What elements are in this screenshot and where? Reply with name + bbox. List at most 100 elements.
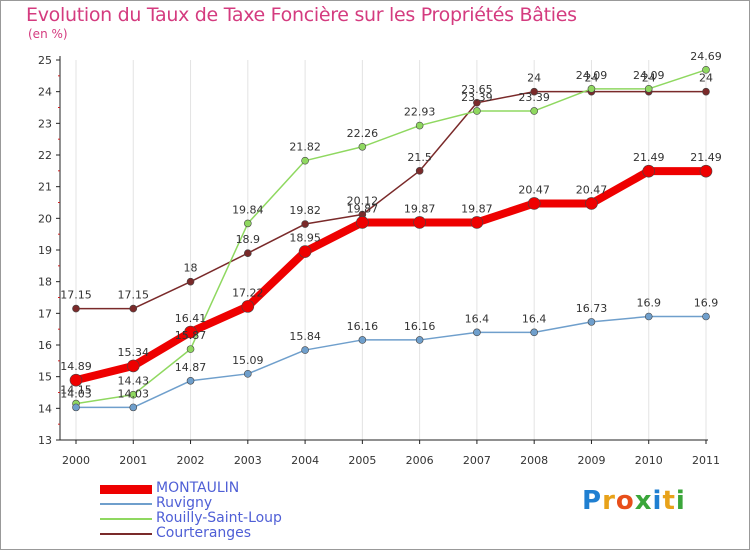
logo-letter: t <box>662 486 676 516</box>
data-label: 16.73 <box>576 302 608 315</box>
data-point <box>699 164 713 178</box>
data-point <box>702 312 710 321</box>
data-point <box>184 325 197 339</box>
data-label: 15.09 <box>232 354 264 367</box>
data-point <box>702 87 710 96</box>
data-point <box>473 107 481 115</box>
data-point <box>702 66 710 74</box>
y-tick-label: 16 <box>38 339 52 352</box>
y-tick-label: 25 <box>38 54 52 67</box>
x-tick-label: 2011 <box>692 454 720 467</box>
data-label: 17.22 <box>232 286 264 299</box>
chart-title: Evolution du Taux de Taxe Foncière sur l… <box>26 4 577 26</box>
data-label: 15.34 <box>118 346 150 359</box>
data-label: 14.15 <box>60 384 92 397</box>
x-tick-label: 2010 <box>635 454 663 467</box>
x-tick-label: 2005 <box>348 454 376 467</box>
y-tick-label: 13 <box>38 434 52 447</box>
data-label: 20.47 <box>576 183 608 196</box>
logo-letter: x <box>634 486 653 516</box>
data-point <box>587 85 596 93</box>
y-tick-label: 22 <box>38 149 52 162</box>
x-tick-label: 2006 <box>406 454 434 467</box>
data-label: 22.93 <box>404 106 436 119</box>
data-point <box>244 249 252 257</box>
data-point <box>530 87 538 96</box>
logo-letter: i <box>675 486 686 516</box>
data-label: 22.26 <box>347 127 379 140</box>
data-point <box>415 336 424 344</box>
data-label: 23.39 <box>461 91 493 104</box>
x-tick-label: 2004 <box>291 454 319 467</box>
series-line <box>75 69 707 405</box>
y-tick-label: 19 <box>38 244 52 257</box>
legend-label: MONTAULIN <box>156 480 240 496</box>
data-point <box>129 403 138 412</box>
y-tick-label: 17 <box>38 307 52 320</box>
data-label: 16.9 <box>636 297 661 310</box>
data-label: 20.47 <box>518 183 550 196</box>
data-label: 16.4 <box>465 312 490 325</box>
x-tick-label: 2003 <box>234 454 262 467</box>
series-line <box>75 315 707 409</box>
data-point <box>129 304 138 313</box>
data-label: 19.82 <box>289 204 321 217</box>
data-point <box>72 304 80 313</box>
data-label: 21.49 <box>690 151 722 164</box>
logo-letter: r <box>602 486 616 516</box>
data-label: 16.16 <box>347 320 379 333</box>
data-point <box>244 370 252 378</box>
logo-letter: o <box>615 486 635 516</box>
series-line <box>75 90 707 310</box>
data-label: 16.41 <box>175 312 207 325</box>
y-tick-label: 23 <box>38 117 52 130</box>
legend-swatch <box>100 484 152 494</box>
data-label: 24.09 <box>633 69 665 82</box>
data-point <box>186 277 195 286</box>
chart-unit-label: (en %) <box>28 27 68 41</box>
data-label: 16.4 <box>522 312 547 325</box>
data-point <box>186 376 195 385</box>
y-tick-label: 20 <box>38 212 52 225</box>
y-tick-label: 24 <box>38 86 52 99</box>
data-point <box>301 346 309 354</box>
data-label: 14.87 <box>175 361 207 374</box>
x-tick-label: 2000 <box>62 454 90 467</box>
data-label: 19.87 <box>461 202 493 215</box>
data-point <box>72 403 80 412</box>
y-tick-label: 21 <box>38 181 52 194</box>
data-label: 18.9 <box>236 233 261 246</box>
data-label: 24.09 <box>576 69 608 82</box>
data-label: 19.84 <box>232 203 264 216</box>
proxiti-logo: Proxiti <box>582 486 686 516</box>
data-point <box>585 197 598 210</box>
data-label: 16.16 <box>404 320 436 333</box>
data-point <box>473 98 481 107</box>
data-label: 20.12 <box>347 195 379 208</box>
data-label: 24 <box>642 72 656 85</box>
data-label: 14.03 <box>118 387 150 400</box>
data-point <box>415 121 424 130</box>
data-point <box>415 167 424 175</box>
y-tick-label: 15 <box>38 371 52 384</box>
data-label: 24 <box>699 72 713 85</box>
data-point <box>470 216 484 229</box>
legend-swatch <box>100 518 152 520</box>
logo-letter: i <box>652 486 663 516</box>
data-point <box>301 220 309 228</box>
data-point <box>358 142 367 151</box>
data-label: 15.84 <box>289 330 321 343</box>
data-label: 14.43 <box>118 375 150 388</box>
legend-label: Courteranges <box>156 525 252 541</box>
data-label: 18.95 <box>289 232 321 245</box>
data-point <box>473 328 481 337</box>
data-point <box>358 336 367 344</box>
data-point <box>126 359 140 373</box>
data-point <box>642 164 656 178</box>
x-tick-label: 2007 <box>463 454 491 467</box>
data-label: 21.5 <box>407 151 432 164</box>
data-label: 14.03 <box>60 387 92 400</box>
x-tick-label: 2008 <box>520 454 548 467</box>
x-tick-label: 2009 <box>577 454 605 467</box>
